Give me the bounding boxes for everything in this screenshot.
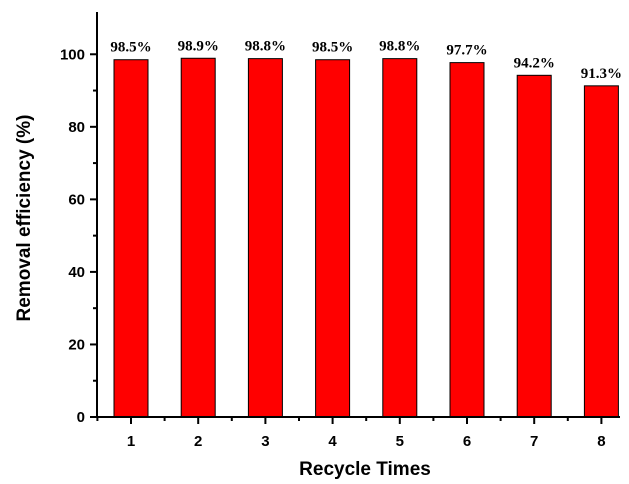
x-tick-label: 3 (261, 433, 269, 450)
y-tick-label: 80 (68, 119, 85, 136)
x-tick-label: 6 (463, 433, 471, 450)
bar-5 (382, 58, 418, 418)
y-tick-label: 100 (60, 46, 85, 63)
y-axis-ticks: 0 20 40 60 80 100 (60, 46, 97, 426)
data-label-5: 98.8% (379, 39, 420, 55)
y-tick-label: 0 (77, 409, 85, 426)
bar-7 (516, 74, 552, 418)
data-label-1: 98.5% (110, 40, 151, 56)
x-tick-label: 8 (597, 433, 605, 450)
y-tick-label: 20 (68, 336, 85, 353)
data-label-8: 91.3% (581, 66, 622, 82)
data-labels-group: 98.5% 98.9% 98.8% 98.5% 98.8% 97.7% 94.2% 91.3% (110, 38, 622, 82)
x-tick-label: 5 (396, 433, 404, 450)
data-label-6: 97.7% (446, 43, 487, 59)
bar-8 (583, 85, 619, 418)
data-label-3: 98.8% (245, 39, 286, 55)
bar-3 (247, 58, 283, 418)
x-tick-label: 4 (328, 433, 337, 450)
data-label-2: 98.9% (178, 38, 219, 54)
y-tick-label: 60 (68, 191, 85, 208)
bar-6 (449, 62, 485, 418)
x-axis-title: Recycle Times (299, 459, 431, 480)
data-label-4: 98.5% (312, 40, 353, 56)
data-label-7: 94.2% (514, 55, 555, 71)
x-tick-label: 1 (127, 433, 135, 450)
bar-1 (113, 59, 149, 418)
bars-group (113, 57, 619, 418)
y-tick-label: 40 (68, 264, 85, 281)
y-axis-title: Removal efficiency (%) (14, 115, 35, 322)
bar-4 (315, 59, 351, 418)
x-axis-ticks: 1 2 3 4 5 6 7 8 (96, 417, 606, 450)
bar-2 (180, 57, 216, 418)
x-tick-label: 7 (530, 433, 538, 450)
x-tick-label: 2 (194, 433, 202, 450)
